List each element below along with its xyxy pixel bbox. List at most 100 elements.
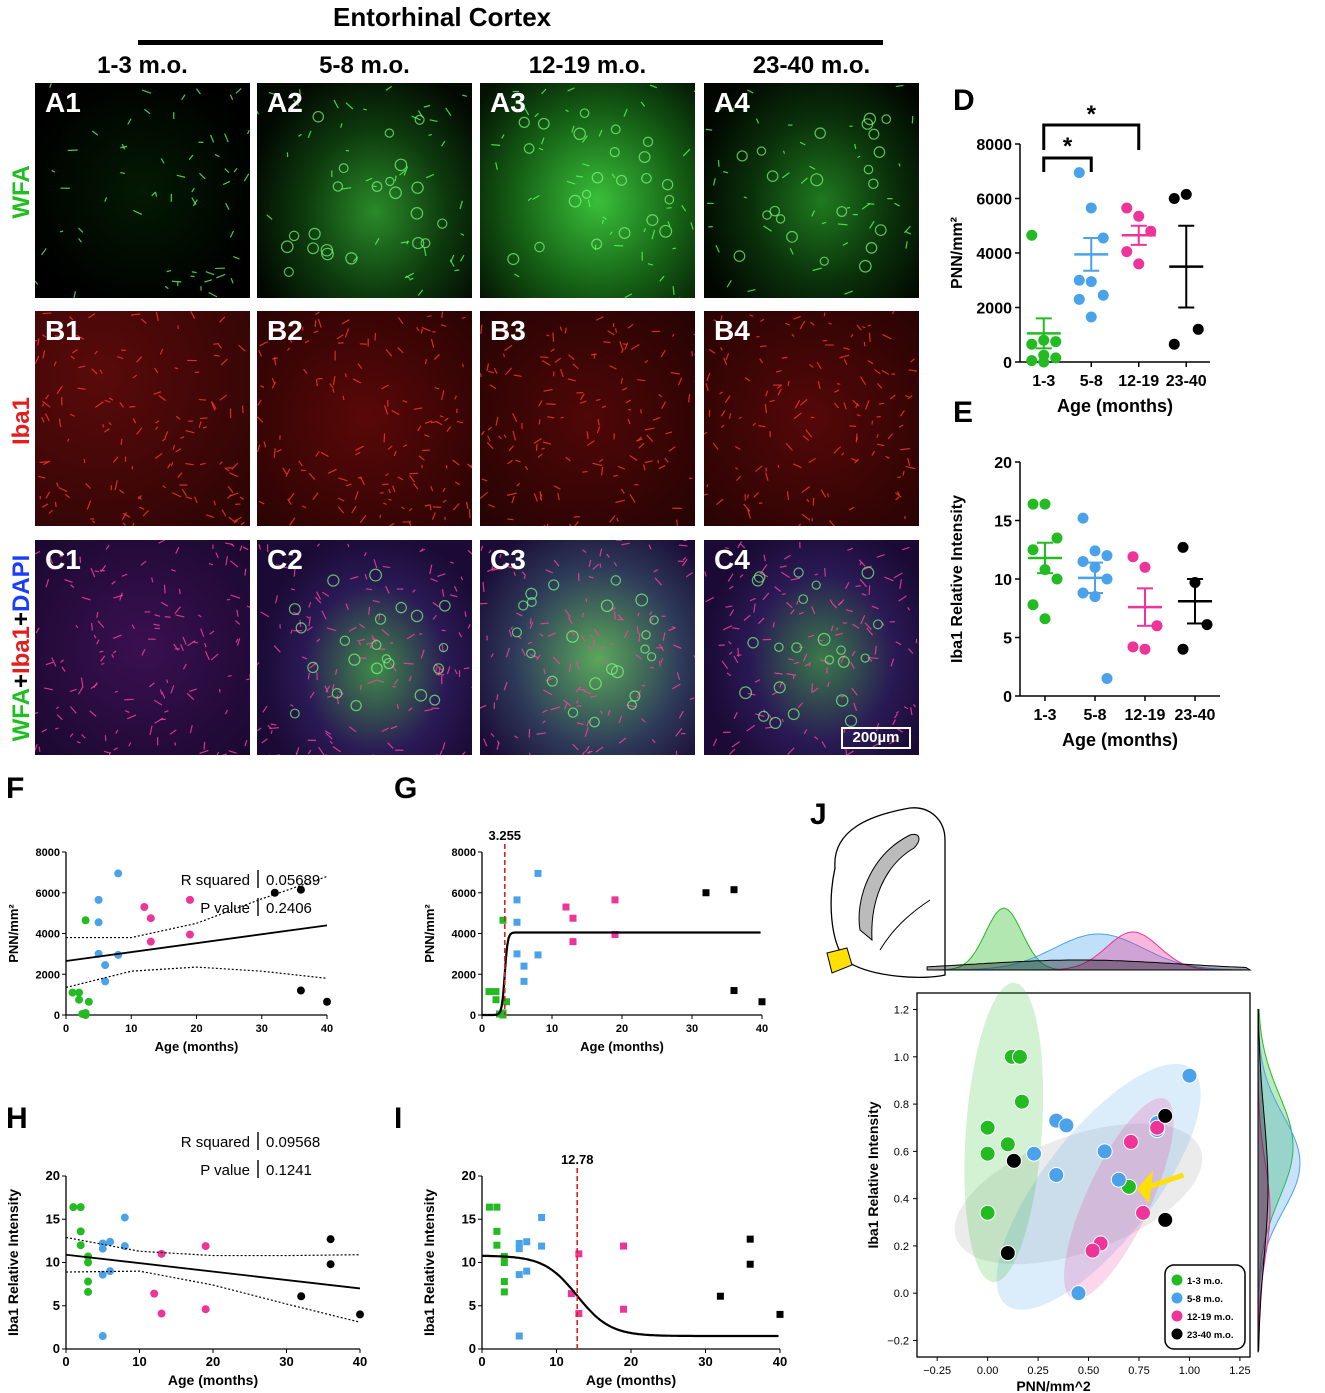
data-point (84, 1258, 93, 1267)
scale-bar: 200µm (841, 727, 911, 749)
data-point (1192, 323, 1204, 335)
legend-marker (1171, 1310, 1183, 1322)
data-point (1168, 338, 1180, 350)
data-point (493, 1241, 501, 1249)
x-tick-label: −0.25 (923, 1365, 951, 1377)
data-point (81, 916, 90, 925)
data-point (1039, 613, 1051, 625)
data-point (1026, 338, 1038, 350)
panel-label: B1 (45, 315, 81, 346)
entorhinal-region (826, 947, 853, 974)
data-point (513, 918, 521, 926)
brain-schematic (830, 807, 946, 978)
chart-j: J −0.2 0.0 0.2 0.4 0.6 0.8 1.0 1.2 −0.25 0.00 0.25 0… (810, 798, 1301, 1393)
y-tick-label: 4000 (976, 246, 1012, 263)
y-tick-label: −0.2 (887, 1335, 909, 1347)
y-tick-label: 6000 (452, 888, 476, 900)
data-point (296, 986, 305, 995)
data-point (185, 895, 194, 904)
marginal-density-right (1257, 1008, 1301, 1353)
data-point (140, 903, 149, 912)
x-tick-label: 30 (256, 1023, 268, 1035)
column-label-1: 1-3 m.o. (97, 52, 188, 79)
legend-label: 5-8 m.o. (1187, 1294, 1223, 1305)
y-tick-label: 20 (46, 1168, 60, 1183)
legend-marker (1171, 1292, 1183, 1304)
panel-label: C2 (267, 544, 303, 575)
x-tick-label: 0.00 (977, 1365, 998, 1377)
data-point (515, 1332, 523, 1340)
micrograph-texture (704, 311, 918, 526)
data-point (1026, 229, 1038, 241)
chart-d: D 0 2000 4000 6000 8000 1-3 5-8 12-19 23-40 Age (m… (949, 84, 1210, 416)
data-point (758, 998, 766, 1006)
data-point (1005, 1152, 1022, 1169)
data-point (493, 1227, 501, 1235)
data-point (999, 1136, 1016, 1153)
y-tick-label: 5 (1003, 631, 1012, 648)
y-tick-label: 10 (994, 572, 1012, 589)
micrograph-panel-c2: C2 (257, 540, 472, 755)
data-point (620, 1242, 628, 1250)
y-tick-label: 6000 (36, 888, 60, 900)
micrograph-texture (35, 311, 250, 526)
panel-label: A1 (45, 87, 81, 118)
data-point (1013, 1093, 1030, 1110)
stat-label: P value (200, 1162, 250, 1179)
data-point (84, 1287, 93, 1296)
data-point (979, 1119, 996, 1136)
x-tick-label: 30 (686, 1023, 698, 1035)
stat-label: P value (200, 900, 250, 917)
data-point (776, 1310, 784, 1318)
data-point (1139, 643, 1151, 655)
data-point (146, 937, 155, 946)
ci-upper-band (65, 1236, 361, 1257)
data-point (500, 1288, 508, 1296)
y-axis-label: PNN/mm² (949, 217, 966, 289)
micrograph-panel-a2: A2 (257, 83, 472, 298)
panel-label: A4 (714, 87, 750, 118)
stat-value: 0.05689 (266, 872, 320, 889)
data-point (1085, 276, 1097, 288)
y-axis-label: Iba1 Relative Intensity (865, 1101, 881, 1248)
data-point (297, 1292, 306, 1301)
data-point (1051, 573, 1063, 585)
data-point (520, 977, 528, 985)
micrograph-texture (257, 85, 468, 296)
data-point (1110, 1171, 1127, 1188)
micrograph-panel-b2: B2 (257, 311, 472, 526)
data-point (1122, 1133, 1139, 1150)
y-tick-label: 15 (46, 1211, 60, 1226)
panel-letter: F (6, 772, 24, 805)
data-point (68, 988, 77, 997)
data-point (562, 903, 570, 911)
data-point (500, 1259, 508, 1266)
y-tick-label: 2000 (452, 969, 476, 981)
threshold-label: 3.255 (489, 828, 522, 843)
y-tick-label: 0 (54, 1010, 60, 1022)
significance-star: * (1087, 101, 1097, 128)
y-axis-label: Iba1 Relative Intensity (5, 1189, 21, 1336)
y-tick-label: 4000 (452, 929, 476, 941)
micrograph-panel-c4: C4 200µm (704, 540, 919, 755)
legend-label: 1-3 m.o. (1187, 1276, 1223, 1287)
column-label-3: 12-19 m.o. (528, 52, 647, 79)
y-tick-label: 0 (469, 1341, 476, 1356)
x-tick-label: 1.25 (1229, 1365, 1250, 1377)
x-tick-label: 10 (549, 1354, 563, 1369)
x-tick-label: 30 (279, 1354, 293, 1369)
data-point (492, 988, 500, 996)
data-point (611, 896, 619, 904)
micrograph-panel-a4: A4 (704, 83, 919, 298)
x-tick-label: 20 (206, 1354, 220, 1369)
data-point (94, 918, 103, 927)
data-point (499, 916, 507, 924)
panel-letter: J (810, 798, 827, 831)
y-tick-label: 8000 (976, 137, 1012, 154)
data-point (611, 931, 619, 939)
data-point (1051, 532, 1063, 544)
data-point (1127, 641, 1139, 653)
data-point (534, 951, 542, 959)
y-tick-label: 1.2 (894, 1005, 909, 1017)
data-point (1085, 311, 1097, 323)
